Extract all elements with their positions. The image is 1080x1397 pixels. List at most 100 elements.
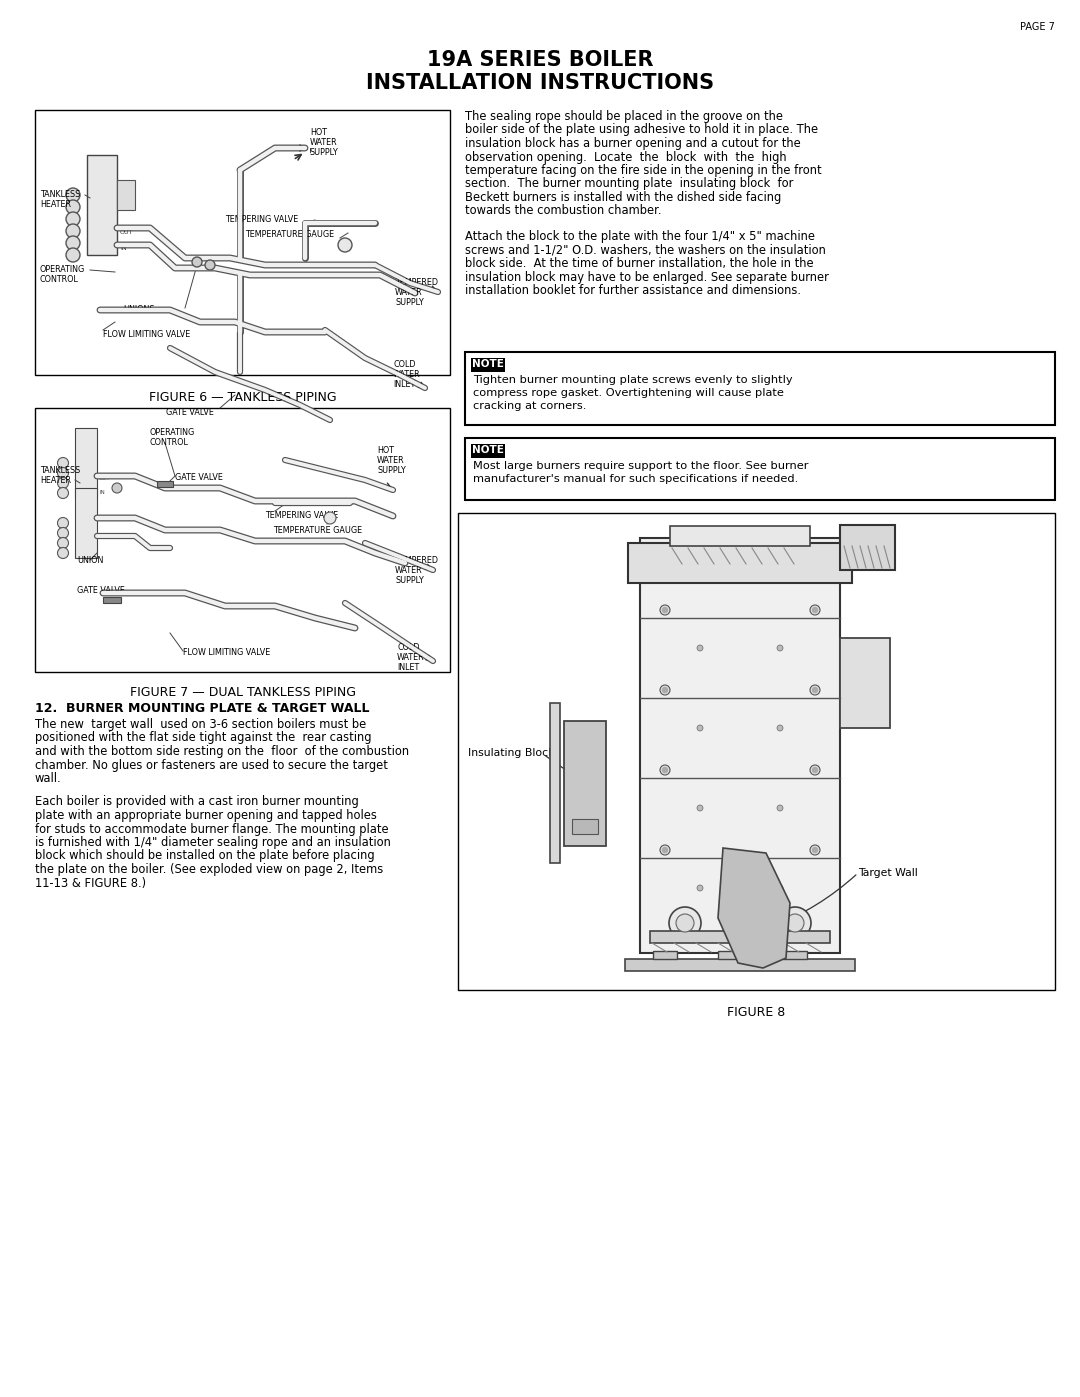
Circle shape [112,483,122,493]
Text: positioned with the flat side tight against the  rear casting: positioned with the flat side tight agai… [35,732,372,745]
Text: NOTE: NOTE [472,446,504,455]
Circle shape [777,805,783,812]
Text: and with the bottom side resting on the  floor  of the combustion: and with the bottom side resting on the … [35,745,409,759]
Text: Tighten burner mounting plate screws evenly to slightly: Tighten burner mounting plate screws eve… [473,374,793,386]
Bar [75,488,97,557]
Text: Beckett burners is installed with the dished side facing: Beckett burners is installed with the di… [465,191,781,204]
Text: GATE VALVE: GATE VALVE [166,408,214,416]
Text: IN: IN [120,246,126,250]
Text: TEMPERED: TEMPERED [395,278,438,286]
Bar [670,527,810,546]
Bar [157,481,173,488]
Bar [840,525,895,570]
Text: manufacturer's manual for such specifications if needed.: manufacturer's manual for such specifica… [473,474,798,483]
Text: WATER: WATER [395,566,422,576]
Text: FLOW LIMITING VALVE: FLOW LIMITING VALVE [183,648,270,657]
Text: GATE VALVE: GATE VALVE [175,474,222,482]
Text: TEMPERING VALVE: TEMPERING VALVE [265,511,338,520]
Text: insulation block has a burner opening and a cutout for the: insulation block has a burner opening an… [465,137,800,149]
Text: SUPPLY: SUPPLY [377,467,406,475]
Text: INLET: INLET [393,380,415,388]
Circle shape [777,886,783,891]
Circle shape [779,907,811,939]
Text: observation opening.  Locate  the  block  with  the  high: observation opening. Locate the block wi… [465,151,786,163]
Text: compress rope gasket. Overtightening will cause plate: compress rope gasket. Overtightening wil… [473,388,784,398]
Circle shape [662,848,667,852]
Text: FIGURE 8: FIGURE 8 [727,1006,785,1018]
Text: Attach the block to the plate with the four 1/4" x 5" machine: Attach the block to the plate with the f… [465,231,815,243]
Text: 19A SERIES BOILER: 19A SERIES BOILER [427,50,653,70]
Text: FIGURE 6 — TANKLESS PIPING: FIGURE 6 — TANKLESS PIPING [149,391,336,404]
Circle shape [810,845,820,855]
Text: NOTE: NOTE [472,359,504,369]
Circle shape [676,914,694,932]
Bar [458,513,1055,990]
Text: TANKLESS: TANKLESS [40,467,80,475]
Text: OPERATING: OPERATING [40,265,85,274]
Circle shape [57,468,68,479]
Circle shape [660,685,670,694]
Text: TEMPERING VALVE: TEMPERING VALVE [225,215,298,224]
Text: COLD: COLD [393,360,416,369]
Circle shape [66,249,80,263]
Circle shape [697,725,703,731]
Circle shape [812,767,818,773]
Circle shape [66,212,80,226]
Bar [87,155,117,256]
Bar [840,638,890,728]
Text: CONTROL: CONTROL [150,439,189,447]
Bar [35,408,450,672]
Text: temperature facing on the fire side in the opening in the front: temperature facing on the fire side in t… [465,163,822,177]
Circle shape [66,189,80,203]
Text: cracking at corners.: cracking at corners. [473,401,586,411]
Circle shape [662,608,667,612]
Text: wall.: wall. [35,773,62,785]
Text: TEMPERATURE GAUGE: TEMPERATURE GAUGE [273,527,362,535]
Circle shape [192,257,202,267]
Bar [650,930,831,943]
Circle shape [57,548,68,559]
Circle shape [338,237,352,251]
Text: PAGE 7: PAGE 7 [1021,22,1055,32]
Text: FIGURE 7 — DUAL TANKLESS PIPING: FIGURE 7 — DUAL TANKLESS PIPING [130,686,355,698]
Text: is furnished with 1/4" diameter sealing rope and an insulation: is furnished with 1/4" diameter sealing … [35,835,391,849]
Text: the plate on the boiler. (See exploded view on page 2, Items: the plate on the boiler. (See exploded v… [35,863,383,876]
Text: WATER: WATER [395,288,422,298]
Text: UNION: UNION [77,556,104,564]
Circle shape [66,236,80,250]
Circle shape [66,200,80,214]
Text: block which should be installed on the plate before placing: block which should be installed on the p… [35,849,375,862]
Bar [117,180,135,210]
Text: installation booklet for further assistance and dimensions.: installation booklet for further assista… [465,284,801,298]
Bar [653,951,677,958]
Circle shape [662,767,667,773]
Text: Each boiler is provided with a cast iron burner mounting: Each boiler is provided with a cast iron… [35,795,359,809]
Circle shape [669,907,701,939]
Circle shape [810,766,820,775]
Bar [572,819,598,834]
Text: OUT: OUT [99,475,110,481]
Circle shape [812,608,818,612]
Text: WATER: WATER [377,455,405,465]
Text: HEATER: HEATER [40,476,71,485]
Text: 11-13 & FIGURE 8.): 11-13 & FIGURE 8.) [35,876,146,890]
Text: HEATER: HEATER [40,200,71,210]
Circle shape [786,914,804,932]
Circle shape [57,457,68,468]
Text: WATER: WATER [310,138,338,147]
Text: block side.  At the time of burner installation, the hole in the: block side. At the time of burner instal… [465,257,813,270]
Bar [718,951,742,958]
Circle shape [660,766,670,775]
Text: chamber. No glues or fasteners are used to secure the target: chamber. No glues or fasteners are used … [35,759,388,771]
Text: Most large burners require support to the floor. See burner: Most large burners require support to th… [473,461,809,471]
Text: TANKLESS: TANKLESS [40,190,80,198]
Circle shape [205,260,215,270]
Text: OUT: OUT [120,229,133,235]
Bar [465,439,1055,500]
Text: UNIONS: UNIONS [123,305,154,314]
Text: SUPPLY: SUPPLY [395,298,423,307]
Text: section.  The burner mounting plate  insulating block  for: section. The burner mounting plate insul… [465,177,794,190]
Bar [471,358,505,372]
Bar [625,958,855,971]
Circle shape [660,845,670,855]
